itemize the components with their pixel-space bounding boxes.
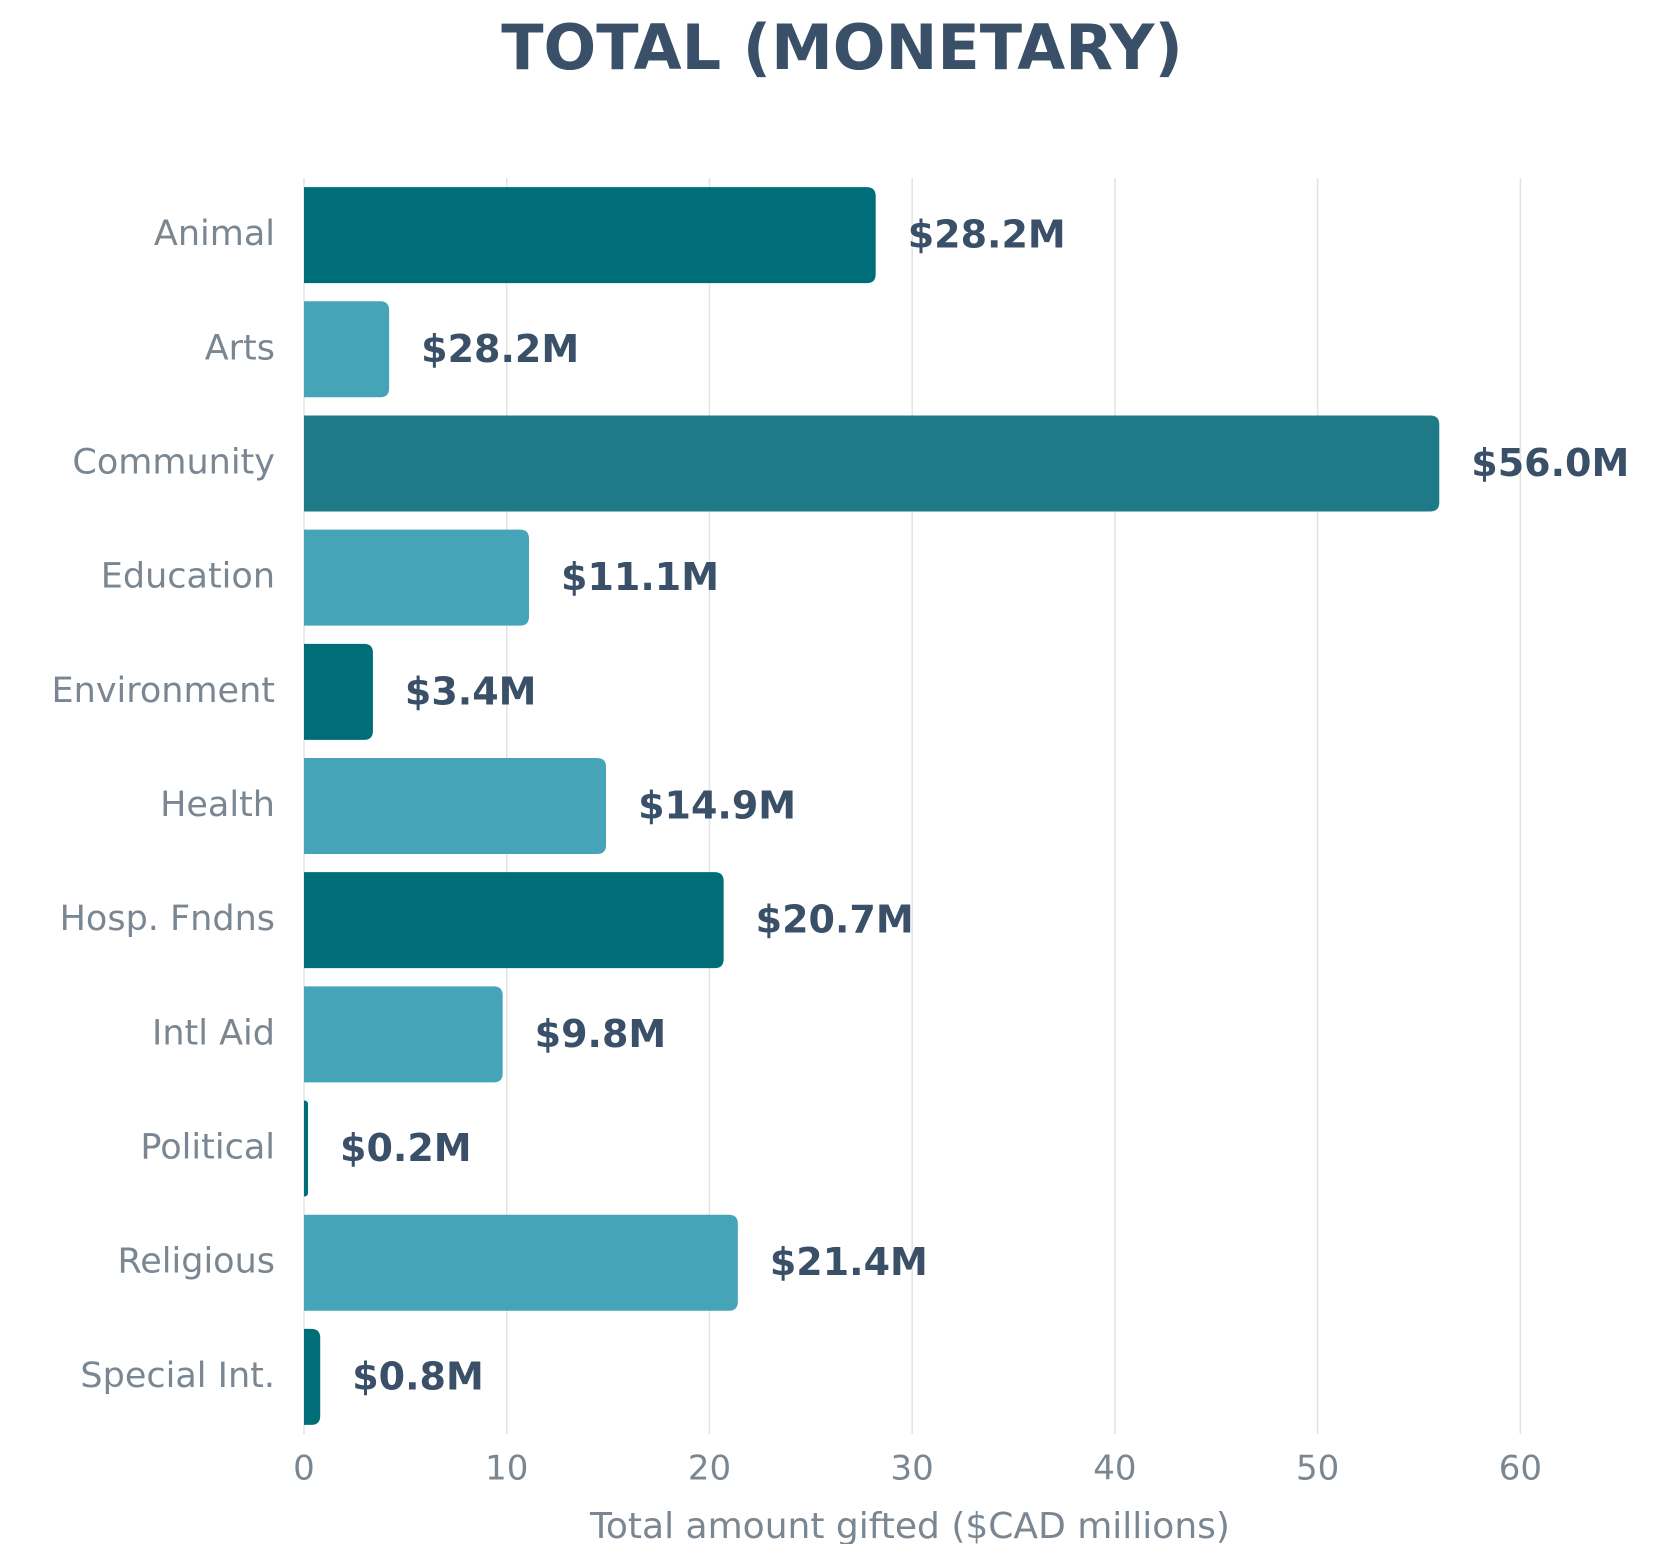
value-label: $21.4M	[770, 1240, 928, 1284]
value-label: $20.7M	[756, 898, 914, 942]
bar	[304, 643, 373, 740]
x-tick-label: 40	[1093, 1449, 1136, 1489]
value-label: $0.2M	[340, 1126, 472, 1170]
value-label: $28.2M	[421, 327, 579, 371]
y-tick-label: Intl Aid	[152, 1013, 275, 1053]
value-label: $9.8M	[535, 1012, 667, 1056]
x-axis-label: Total amount gifted ($CAD millions)	[589, 1506, 1230, 1544]
x-tick-label: 0	[293, 1449, 315, 1489]
value-label: $11.1M	[561, 555, 719, 599]
bar	[304, 986, 503, 1083]
bar	[304, 1214, 738, 1311]
y-tick-label: Animal	[154, 214, 275, 254]
value-label: $14.9M	[638, 784, 796, 828]
bar	[304, 872, 724, 969]
y-tick-label: Arts	[205, 328, 275, 368]
y-tick-label: Religious	[118, 1242, 276, 1282]
y-tick-label: Community	[72, 442, 275, 482]
x-tick-label: 60	[1499, 1449, 1542, 1489]
x-tick-label: 30	[891, 1449, 934, 1489]
bar	[304, 415, 1440, 512]
y-tick-label: Environment	[52, 671, 275, 711]
y-tick-label: Political	[140, 1128, 275, 1168]
bar	[304, 301, 390, 398]
value-label: $28.2M	[908, 213, 1066, 257]
x-tick-label: 10	[485, 1449, 528, 1489]
chart-title: TOTAL (MONETARY)	[501, 11, 1183, 84]
bar	[304, 758, 607, 854]
y-tick-label: Education	[101, 557, 275, 597]
x-tick-label: 50	[1296, 1449, 1339, 1489]
bar	[304, 1100, 309, 1197]
bar	[304, 529, 530, 626]
bar	[304, 1328, 321, 1425]
y-tick-label: Health	[160, 785, 275, 825]
value-label: $56.0M	[1471, 441, 1629, 485]
y-tick-label: Hosp. Fndns	[60, 899, 275, 939]
y-tick-label: Special Int.	[80, 1356, 275, 1396]
x-tick-label: 20	[688, 1449, 731, 1489]
bar	[304, 187, 876, 284]
value-label: $3.4M	[405, 669, 537, 713]
value-label: $0.8M	[352, 1354, 484, 1398]
